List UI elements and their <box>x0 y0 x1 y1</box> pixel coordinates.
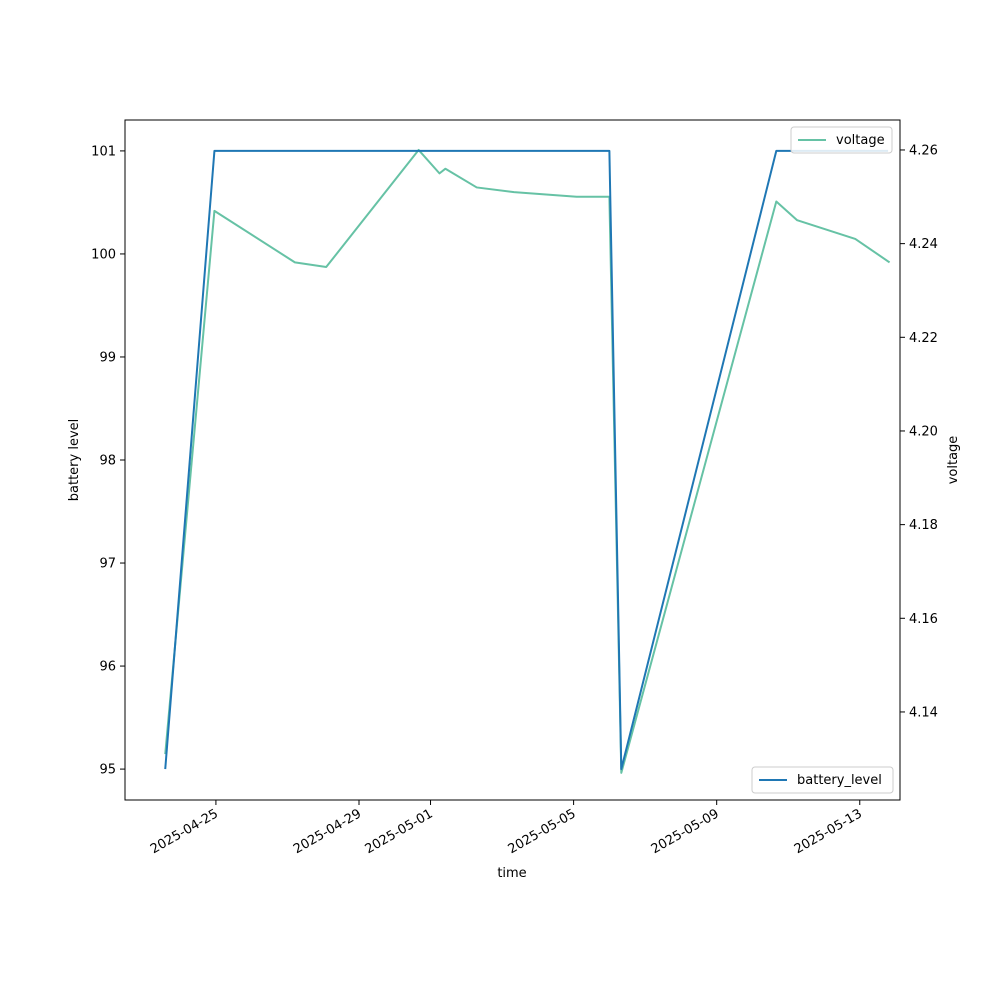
left-axis: 95 96 97 98 99 100 101 <box>91 144 125 778</box>
right-tick-label: 4.14 <box>909 705 938 720</box>
legend-battery-level-box <box>751 766 894 794</box>
right-axis: 4.14 4.16 4.18 4.20 4.22 4.24 4.26 <box>900 143 938 720</box>
right-tick-label: 4.26 <box>909 143 938 158</box>
legend-battery-level: battery_level <box>751 766 894 794</box>
right-tick-label: 4.24 <box>909 237 938 252</box>
left-axis-label: battery level <box>67 419 82 502</box>
right-axis-label: voltage <box>946 436 961 485</box>
series-line-voltage <box>164 148 891 774</box>
plot-area <box>125 120 900 800</box>
left-tick-label: 95 <box>99 763 116 778</box>
right-tick-label: 4.18 <box>909 518 938 533</box>
left-tick-label: 101 <box>91 144 116 159</box>
left-tick-label: 98 <box>99 454 116 469</box>
legend-battery-level-label: battery_level <box>797 773 882 788</box>
left-tick-label: 96 <box>99 660 116 675</box>
legend-voltage-label: voltage <box>836 133 885 148</box>
left-tick-label: 100 <box>91 247 116 262</box>
left-tick-label: 97 <box>99 557 116 572</box>
legend-voltage-box <box>790 126 893 154</box>
right-tick-label: 4.20 <box>909 424 938 439</box>
right-tick-label: 4.22 <box>909 331 938 346</box>
left-tick-label: 99 <box>99 350 116 365</box>
x-axis-label: time <box>497 866 526 881</box>
legend-voltage: voltage <box>790 126 893 154</box>
right-tick-label: 4.16 <box>909 612 938 627</box>
